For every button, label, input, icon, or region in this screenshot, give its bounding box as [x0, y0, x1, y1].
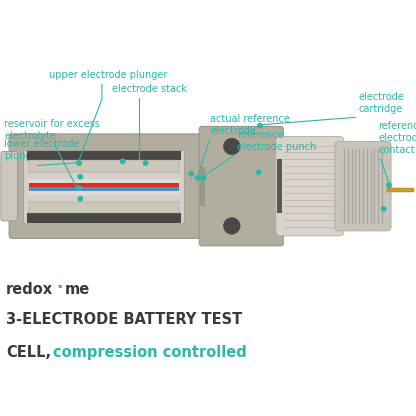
- Text: redox: redox: [6, 282, 53, 297]
- Circle shape: [201, 175, 207, 181]
- Bar: [200, 167, 205, 206]
- Text: CELL,: CELL,: [6, 345, 51, 360]
- Text: reference
electrode punch: reference electrode punch: [237, 130, 317, 152]
- Text: upper electrode plunger: upper electrode plunger: [49, 70, 167, 80]
- Text: electrode stack: electrode stack: [112, 84, 187, 94]
- Bar: [27, 213, 181, 223]
- Circle shape: [257, 123, 263, 129]
- Text: ·: ·: [56, 280, 63, 297]
- FancyBboxPatch shape: [1, 151, 17, 221]
- Bar: [29, 179, 179, 183]
- Bar: [29, 202, 179, 213]
- FancyBboxPatch shape: [9, 134, 205, 238]
- Bar: [27, 151, 181, 160]
- Circle shape: [381, 206, 386, 212]
- Circle shape: [195, 175, 201, 181]
- Bar: [29, 160, 179, 172]
- Circle shape: [77, 174, 83, 180]
- Circle shape: [76, 160, 82, 166]
- Bar: [29, 187, 179, 191]
- Circle shape: [223, 138, 240, 155]
- Text: reservoir for excess
electrolyte: reservoir for excess electrolyte: [4, 119, 100, 141]
- Text: lower electrode
plunger: lower electrode plunger: [4, 139, 79, 161]
- Text: me: me: [64, 282, 90, 297]
- FancyBboxPatch shape: [24, 151, 184, 224]
- Text: actual reference
electrode: actual reference electrode: [210, 114, 290, 136]
- Text: electrode
cartridge: electrode cartridge: [359, 92, 404, 114]
- Circle shape: [256, 170, 262, 176]
- Bar: [29, 191, 179, 195]
- Bar: [29, 183, 179, 187]
- Bar: [387, 188, 414, 192]
- FancyBboxPatch shape: [199, 126, 283, 246]
- FancyBboxPatch shape: [276, 136, 344, 236]
- Circle shape: [76, 185, 82, 191]
- Circle shape: [77, 196, 83, 202]
- Circle shape: [223, 218, 240, 234]
- Circle shape: [120, 158, 126, 164]
- Text: compression controlled: compression controlled: [53, 345, 247, 360]
- Circle shape: [386, 182, 392, 188]
- FancyBboxPatch shape: [335, 141, 391, 231]
- Text: 3-ELECTRODE BATTERY TEST: 3-ELECTRODE BATTERY TEST: [6, 312, 243, 327]
- Text: reference
electrode
contact: reference electrode contact: [379, 121, 416, 155]
- Bar: [277, 159, 282, 213]
- Circle shape: [143, 160, 149, 166]
- Circle shape: [188, 171, 194, 177]
